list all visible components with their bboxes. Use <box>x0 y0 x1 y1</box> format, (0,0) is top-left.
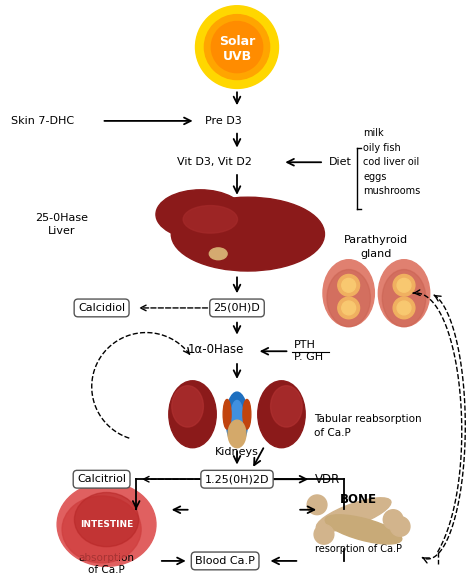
Text: Pre D3: Pre D3 <box>205 116 242 126</box>
Ellipse shape <box>382 270 426 327</box>
Circle shape <box>211 21 263 72</box>
Text: Calcidiol: Calcidiol <box>78 303 125 313</box>
Ellipse shape <box>327 270 370 327</box>
Text: BONE: BONE <box>340 494 377 506</box>
Circle shape <box>393 297 415 319</box>
Text: Kidneys: Kidneys <box>215 447 259 456</box>
Ellipse shape <box>226 392 248 446</box>
Ellipse shape <box>228 420 246 448</box>
Ellipse shape <box>183 205 237 233</box>
Text: milk
oily fish
cod liver oil
eggs
mushrooms: milk oily fish cod liver oil eggs mushro… <box>364 128 421 196</box>
Text: Blood Ca.P: Blood Ca.P <box>195 556 255 566</box>
Ellipse shape <box>258 381 305 448</box>
Circle shape <box>383 510 403 530</box>
Ellipse shape <box>325 515 402 544</box>
Text: Parathyroid
gland: Parathyroid gland <box>344 235 409 259</box>
Circle shape <box>397 301 411 315</box>
Text: Skin 7-DHC: Skin 7-DHC <box>11 116 74 126</box>
Ellipse shape <box>210 248 227 260</box>
Circle shape <box>397 278 411 292</box>
Ellipse shape <box>271 386 302 427</box>
Text: Calcitriol: Calcitriol <box>77 474 126 484</box>
Text: resorption of Ca.P: resorption of Ca.P <box>315 544 402 554</box>
Ellipse shape <box>74 492 139 547</box>
Text: Solar
UVB: Solar UVB <box>219 35 255 63</box>
Circle shape <box>393 274 415 296</box>
Text: 1.25(0H)2D: 1.25(0H)2D <box>205 474 269 484</box>
Ellipse shape <box>62 496 141 563</box>
Circle shape <box>314 524 334 544</box>
Text: 25-0Hase
Liver: 25-0Hase Liver <box>36 213 89 236</box>
Circle shape <box>338 274 360 296</box>
Ellipse shape <box>156 190 245 239</box>
Ellipse shape <box>169 381 216 448</box>
Circle shape <box>342 301 356 315</box>
Circle shape <box>338 297 360 319</box>
Ellipse shape <box>57 483 156 566</box>
Circle shape <box>390 517 410 536</box>
Text: 25(0H)D: 25(0H)D <box>214 303 260 313</box>
Text: INTESTINE: INTESTINE <box>80 520 133 529</box>
Circle shape <box>195 6 279 88</box>
Ellipse shape <box>172 386 203 427</box>
Ellipse shape <box>316 498 391 531</box>
Ellipse shape <box>223 400 231 429</box>
Ellipse shape <box>171 197 325 271</box>
Text: absorption
of Ca.P: absorption of Ca.P <box>79 553 135 575</box>
Text: VDR: VDR <box>315 473 340 485</box>
Ellipse shape <box>230 400 244 438</box>
Circle shape <box>342 278 356 292</box>
Circle shape <box>307 495 327 514</box>
Text: Tabular reabsorption
of Ca.P: Tabular reabsorption of Ca.P <box>314 415 422 438</box>
Text: PTH: PTH <box>294 340 316 350</box>
Text: 1α-0Hase: 1α-0Hase <box>188 343 244 356</box>
Ellipse shape <box>378 260 430 327</box>
Text: P. GH: P. GH <box>294 352 323 362</box>
Ellipse shape <box>243 400 251 429</box>
Circle shape <box>204 14 270 79</box>
Text: Vit D3, Vit D2: Vit D3, Vit D2 <box>177 157 252 167</box>
Ellipse shape <box>323 260 374 327</box>
Text: Diet: Diet <box>329 157 352 167</box>
